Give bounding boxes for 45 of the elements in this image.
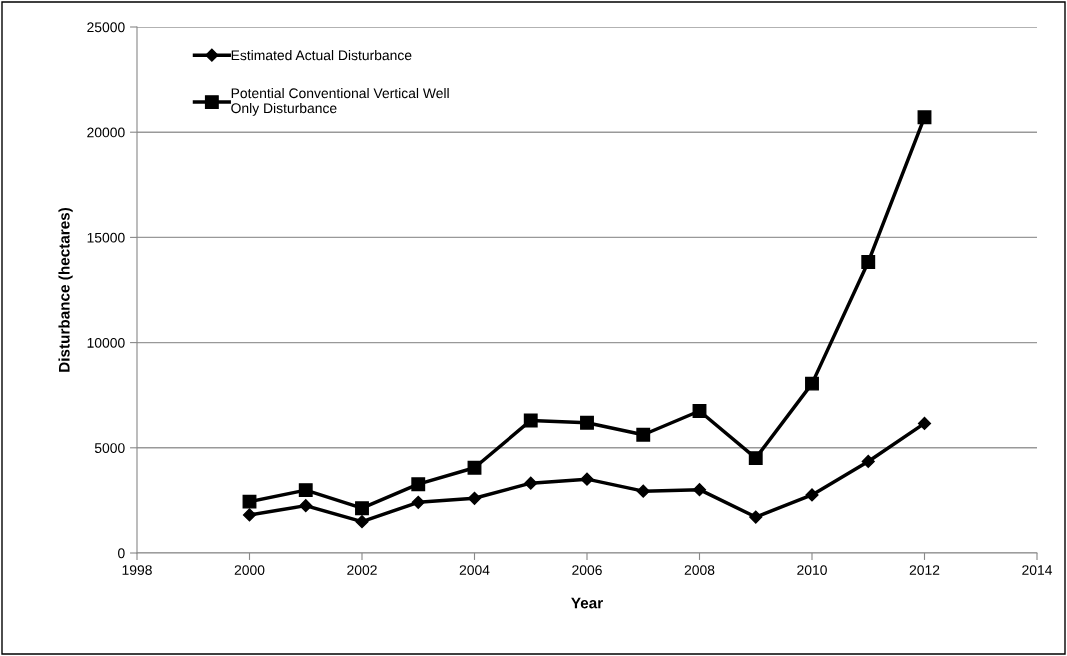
legend-label: Potential Conventional Vertical Well Only Disturbance bbox=[231, 87, 449, 116]
point bbox=[692, 404, 707, 418]
x-tick-label: 2014 bbox=[1022, 565, 1053, 576]
x-tick-label: 2012 bbox=[909, 565, 940, 576]
point bbox=[298, 483, 313, 498]
y-tick-label: 25000 bbox=[87, 22, 125, 33]
point bbox=[917, 416, 932, 430]
x-tick-label: 2000 bbox=[234, 565, 265, 576]
point bbox=[917, 110, 932, 125]
point bbox=[636, 484, 650, 498]
point bbox=[861, 454, 875, 469]
point bbox=[299, 499, 313, 513]
point bbox=[805, 376, 819, 391]
point bbox=[524, 476, 538, 490]
y-axis-title: Disturbance (hectares) bbox=[58, 207, 73, 372]
point bbox=[692, 483, 707, 497]
point bbox=[355, 501, 369, 516]
point bbox=[355, 515, 369, 529]
point bbox=[411, 495, 425, 509]
x-tick-label: 1998 bbox=[122, 565, 152, 576]
point bbox=[580, 415, 594, 430]
x-tick-label: 2008 bbox=[684, 565, 715, 576]
point bbox=[467, 491, 482, 505]
y-tick-label: 0 bbox=[118, 548, 125, 559]
point bbox=[242, 494, 257, 509]
point bbox=[748, 451, 763, 466]
y-tick-label: 5000 bbox=[94, 443, 125, 453]
x-tick-label: 2006 bbox=[572, 565, 602, 576]
point bbox=[861, 255, 876, 269]
x-tick-label: 2010 bbox=[797, 565, 827, 576]
x-tick-label: 2004 bbox=[459, 565, 490, 576]
legend-label: Estimated Actual Disturbance bbox=[231, 50, 412, 61]
y-tick-label: 15000 bbox=[87, 232, 125, 243]
point bbox=[749, 510, 763, 524]
point bbox=[636, 427, 651, 442]
point bbox=[805, 488, 819, 502]
y-tick-label: 20000 bbox=[87, 127, 125, 138]
x-axis-title: Year bbox=[571, 597, 603, 609]
point bbox=[242, 508, 257, 522]
point bbox=[467, 460, 482, 475]
point bbox=[523, 413, 538, 428]
y-tick-label: 10000 bbox=[87, 337, 125, 348]
x-tick-label: 2002 bbox=[347, 565, 377, 576]
point bbox=[411, 477, 426, 492]
point bbox=[580, 472, 594, 486]
